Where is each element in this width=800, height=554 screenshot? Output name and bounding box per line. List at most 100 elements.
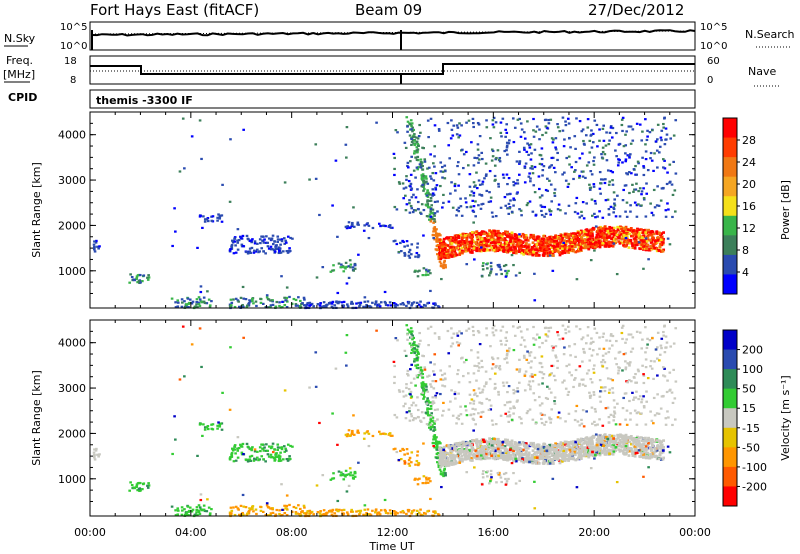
echo-cell — [604, 178, 607, 181]
echo-cell — [512, 184, 516, 187]
echo-cell — [429, 193, 432, 196]
echo-cell — [437, 513, 440, 516]
echo-cell — [545, 247, 549, 251]
echo-cell — [262, 241, 266, 244]
echo-cell — [491, 452, 495, 456]
echo-cell — [549, 445, 552, 449]
echo-cell — [515, 160, 519, 163]
echo-cell — [237, 513, 241, 516]
echo-cell — [363, 296, 367, 299]
echo-cell — [98, 453, 101, 456]
echo-cell — [512, 198, 516, 201]
echo-cell — [560, 252, 564, 255]
echo-cell — [454, 460, 458, 463]
echo-cell — [633, 445, 637, 448]
echo-cell — [420, 177, 424, 180]
echo-cell — [656, 239, 660, 242]
echo-cell — [514, 251, 518, 255]
echo-cell — [133, 279, 137, 282]
echo-cell — [352, 433, 356, 436]
echo-cell — [663, 167, 667, 170]
echo-cell — [378, 430, 381, 433]
echo-cell — [336, 509, 340, 513]
echo-cell — [429, 220, 433, 223]
echo-cell — [290, 510, 294, 513]
echo-cell — [147, 482, 150, 485]
echo-cell — [542, 251, 546, 255]
echo-cell — [532, 452, 536, 456]
echo-cell — [357, 431, 360, 434]
echo-cell — [601, 157, 605, 160]
echo-cell — [629, 153, 632, 156]
echo-cell — [420, 382, 424, 385]
echo-cell — [203, 509, 207, 513]
echo-cell — [633, 188, 636, 191]
echo-cell — [624, 152, 627, 155]
echo-cell — [476, 243, 479, 247]
echo-cell — [594, 216, 597, 219]
echo-cell — [429, 401, 432, 404]
echo-cell — [278, 512, 281, 516]
echo-cell — [464, 456, 467, 460]
echo-cell — [187, 302, 190, 305]
echo-cell — [457, 210, 461, 213]
echo-cell — [425, 270, 428, 273]
echo-cell — [407, 179, 411, 183]
echo-cell — [460, 249, 464, 253]
echo-cell — [563, 246, 567, 249]
echo-cell — [546, 236, 549, 240]
echo-cell — [556, 123, 559, 126]
echo-cell — [301, 302, 304, 305]
echo-cell — [662, 126, 666, 129]
echo-cell — [464, 201, 468, 204]
echo-cell — [629, 435, 633, 438]
echo-cell — [197, 509, 200, 512]
echo-cell — [436, 443, 439, 446]
echo-cell — [459, 240, 462, 244]
echo-cell — [533, 451, 537, 454]
echo-cell — [490, 211, 494, 214]
echo-cell — [437, 257, 441, 261]
echo-cell — [413, 142, 417, 145]
echo-cell — [444, 264, 447, 267]
echo-cell — [562, 241, 565, 245]
echo-cell — [408, 211, 412, 214]
echo-cell — [587, 232, 591, 235]
echo-cell — [246, 237, 250, 240]
echo-cell — [653, 246, 657, 250]
echo-cell — [266, 506, 270, 509]
echo-cell — [566, 457, 570, 461]
echo-cell — [379, 432, 382, 436]
echo-cell — [645, 182, 648, 185]
echo-cell — [613, 204, 617, 207]
echo-cell — [570, 247, 574, 250]
echo-cell — [406, 164, 409, 168]
echo-cell — [600, 153, 603, 156]
echo-cell — [613, 198, 617, 201]
echo-cell — [417, 253, 420, 257]
echo-cell — [601, 146, 605, 149]
echo-cell — [188, 298, 192, 301]
echo-cell — [642, 229, 646, 232]
echo-cell — [493, 164, 497, 167]
echo-cell — [640, 204, 643, 207]
echo-cell — [351, 510, 355, 513]
echo-cell — [308, 509, 312, 512]
echo-cell — [573, 135, 577, 138]
echo-cell — [513, 237, 517, 240]
echo-cell — [628, 154, 631, 157]
colorbar-swatch — [723, 274, 737, 295]
echo-cell — [489, 449, 493, 453]
echo-cell — [249, 300, 252, 303]
echo-cell — [191, 508, 195, 511]
echo-cell — [612, 434, 616, 438]
echo-cell — [617, 158, 620, 161]
echo-cell — [510, 210, 514, 213]
echo-cell — [403, 251, 406, 255]
echo-cell — [605, 236, 609, 240]
echo-cell — [202, 504, 206, 507]
echo-cell — [417, 374, 420, 377]
echo-cell — [625, 130, 628, 133]
echo-cell — [234, 452, 237, 455]
echo-cell — [146, 486, 150, 489]
